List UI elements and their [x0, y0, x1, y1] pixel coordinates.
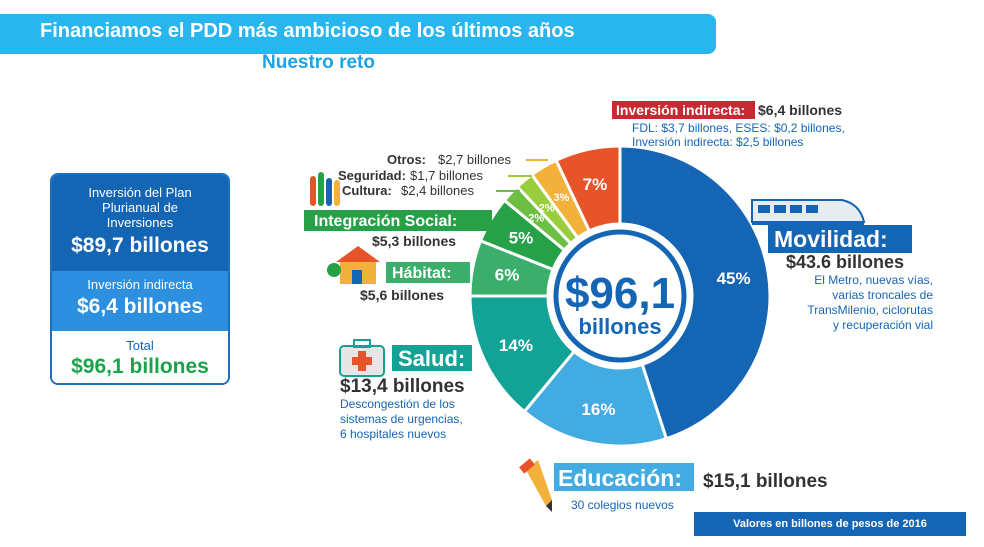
plan-section: Inversión del Plan Plurianual de Inversi… [52, 175, 228, 271]
indirecta-amount: $6,4 billones [758, 102, 842, 118]
salud-desc-1: Descongestión de los [340, 397, 455, 411]
total-value: $96,1 billones [71, 355, 209, 378]
salud-amount: $13,4 billones [340, 376, 465, 397]
pct-label-cultura: 2% [528, 212, 544, 224]
seguridad-amount: $1,7 billones [410, 168, 483, 183]
center-unit: billones [578, 314, 661, 339]
investment-summary-box: Inversión del Plan Plurianual de Inversi… [50, 173, 230, 385]
pct-label-inversión-indirecta: 7% [583, 175, 608, 194]
habitat-label: Hábitat: [392, 265, 452, 282]
plan-label: Inversión del Plan Plurianual de Inversi… [88, 185, 192, 230]
movilidad-desc-1: El Metro, nuevas vías, [814, 273, 933, 287]
train-icon [751, 199, 866, 225]
salud-desc-2: sistemas de urgencias, [340, 412, 463, 426]
indirecta-desc-2: Inversión indirecta: $2,5 billones [632, 135, 803, 149]
educacion-label: Educación: [558, 465, 682, 491]
educacion-amount: $15,1 billones [703, 471, 828, 492]
pct-label-hábitat: 6% [495, 265, 520, 284]
indirecta-label: Inversión indirecta: [616, 102, 745, 118]
house-icon [327, 246, 380, 284]
pct-label-integración-social: 5% [509, 228, 534, 247]
total-label: Total [126, 338, 154, 353]
cultura-amount: $2,4 billones [401, 183, 474, 198]
pct-label-otros: 3% [554, 192, 570, 204]
habitat-amount: $5,6 billones [360, 287, 444, 303]
indirecta-label-bg [612, 101, 755, 119]
movilidad-desc-4: y recuperación vial [833, 318, 933, 332]
educacion-desc: 30 colegios nuevos [571, 498, 674, 512]
first-aid-kit-icon [339, 339, 385, 377]
cultura-label: Cultura: [342, 183, 392, 198]
integracion-label-bg [304, 210, 492, 231]
movilidad-desc-2: varias troncales de [832, 288, 933, 302]
movilidad-amount: $43.6 billones [786, 252, 904, 272]
salud-desc-3: 6 hospitales nuevos [340, 427, 446, 441]
total-section: Total $96,1 billones [52, 331, 228, 383]
educacion-label-bg [554, 463, 694, 491]
habitat-label-bg [386, 262, 470, 283]
center-ring [553, 229, 687, 363]
pct-label-seguridad: 2% [539, 202, 555, 214]
salud-label: Salud: [398, 346, 465, 371]
otros-amount: $2,7 billones [438, 152, 511, 167]
integracion-label: Integración Social: [314, 213, 457, 230]
indirecta-desc-1: FDL: $3,7 billones, ESES: $0,2 billones, [632, 121, 845, 135]
raised-hands-icon [310, 172, 340, 206]
pct-label-movilidad: 45% [717, 269, 751, 288]
movilidad-label: Movilidad: [774, 226, 888, 252]
salud-label-bg [392, 345, 472, 371]
footer-note: Valores en billones de pesos de 2016 [694, 512, 966, 536]
integracion-amount: $5,3 billones [372, 233, 456, 249]
indirect-section: Inversión indirecta $6,4 billones [52, 271, 228, 331]
plan-value: $89,7 billones [71, 234, 209, 257]
center-amount: $96,1 [565, 269, 675, 318]
movilidad-desc-3: TransMilenio, ciclorutas [807, 303, 933, 317]
slice-inversión-indirecta [554, 144, 622, 233]
pct-label-educación: 16% [581, 400, 615, 419]
otros-label: Otros: [387, 152, 426, 167]
indirect-value: $6,4 billones [76, 295, 204, 318]
pencil-icon [519, 458, 552, 512]
slice-movilidad [618, 144, 772, 441]
page-title: Financiamos el PDD más ambicioso de los … [40, 20, 575, 42]
seguridad-label: Seguridad: [338, 168, 406, 183]
title-bar [0, 14, 716, 54]
indirect-label: Inversión indirecta [87, 277, 193, 292]
page-subtitle: Nuestro reto [262, 52, 375, 73]
movilidad-label-bg [768, 225, 912, 253]
pct-label-salud: 14% [499, 336, 533, 355]
